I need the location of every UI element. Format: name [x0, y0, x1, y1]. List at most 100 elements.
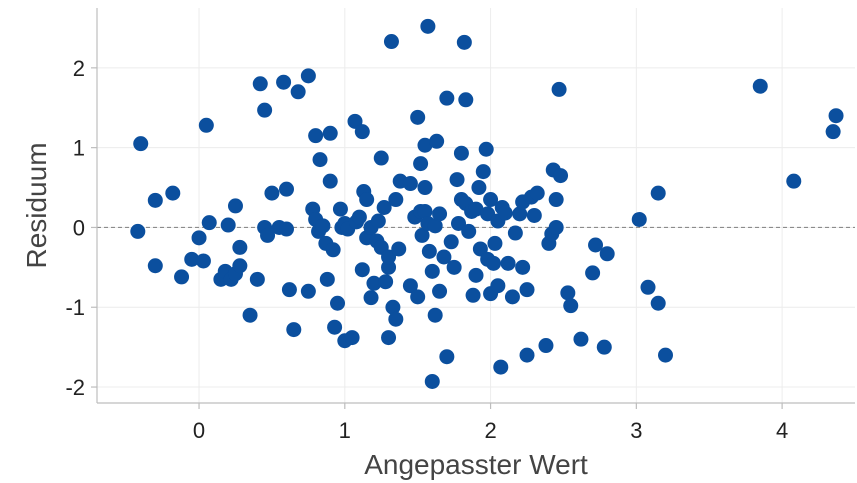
data-point [449, 172, 465, 188]
y-axis-ticks: -2 -1 0 1 2 [65, 56, 97, 400]
data-point [427, 307, 443, 323]
data-point [538, 338, 554, 354]
data-point [421, 243, 437, 259]
data-point [650, 295, 666, 311]
data-point [493, 359, 509, 375]
data-point [322, 173, 338, 189]
data-point [752, 78, 768, 94]
data-point [475, 164, 491, 180]
data-point [220, 217, 236, 233]
data-point [381, 330, 397, 346]
data-point [432, 283, 448, 299]
data-point [420, 18, 436, 34]
data-point [825, 124, 841, 140]
data-point [588, 237, 604, 253]
data-point [596, 339, 612, 355]
data-point [490, 278, 506, 294]
data-point [443, 234, 459, 250]
data-point [385, 299, 401, 315]
data-point [290, 84, 306, 100]
data-point [573, 331, 589, 347]
y-tick-label: 1 [73, 136, 85, 161]
y-axis-title: Residuum [21, 142, 52, 268]
data-point [279, 221, 294, 237]
data-point [383, 34, 399, 50]
data-point [260, 227, 276, 243]
data-point [461, 223, 477, 239]
data-point [560, 285, 576, 301]
data-point [410, 109, 426, 125]
x-axis-title: Angepasster Wert [364, 449, 588, 480]
data-point [198, 117, 214, 133]
data-point [526, 207, 542, 223]
data-point [376, 199, 392, 215]
data-point [640, 279, 656, 295]
data-point [257, 102, 273, 118]
data-point [232, 239, 248, 255]
data-point [504, 289, 520, 305]
data-point [227, 198, 243, 214]
data-point [828, 108, 844, 124]
data-point [439, 349, 455, 365]
data-point [165, 185, 181, 201]
data-point [252, 76, 268, 92]
x-tick-label: 2 [484, 418, 496, 443]
data-point [650, 185, 666, 201]
data-point [402, 278, 418, 294]
data-point [130, 223, 146, 239]
x-tick-label: 1 [339, 418, 351, 443]
data-point [585, 265, 601, 281]
data-point [388, 311, 404, 327]
data-point [519, 347, 535, 363]
data-point [427, 218, 443, 234]
data-point [184, 251, 200, 267]
data-point [276, 74, 292, 90]
data-point [507, 225, 523, 241]
data-point [327, 319, 343, 335]
data-point [388, 192, 404, 208]
grid-lines [97, 8, 855, 403]
data-point [548, 192, 564, 208]
data-point [515, 259, 531, 275]
data-point [191, 230, 207, 246]
data-point [417, 203, 433, 219]
data-point [201, 215, 217, 231]
data-point [330, 295, 346, 311]
data-point [373, 150, 389, 166]
data-point [417, 137, 433, 153]
data-point [332, 201, 348, 217]
data-point [147, 192, 163, 208]
data-point [414, 227, 430, 243]
data-point [497, 205, 513, 221]
data-point [563, 298, 579, 314]
data-point [413, 156, 429, 172]
data-point [483, 192, 499, 208]
data-point [519, 282, 535, 298]
y-tick-label: -2 [65, 375, 85, 400]
data-point [344, 330, 360, 346]
data-point [429, 133, 445, 149]
data-point [174, 269, 190, 285]
data-point [381, 259, 397, 275]
data-point [363, 290, 379, 306]
data-point [315, 218, 331, 234]
data-point [465, 287, 481, 303]
data-point [500, 255, 516, 271]
data-point [424, 263, 440, 279]
y-tick-label: 2 [73, 56, 85, 81]
data-point [249, 271, 265, 287]
data-point [354, 124, 370, 140]
x-tick-label: 0 [193, 418, 205, 443]
data-point [446, 259, 462, 275]
data-points [130, 18, 844, 389]
data-point [351, 209, 367, 225]
data-point [378, 274, 394, 290]
data-point [312, 152, 328, 168]
data-point [281, 282, 297, 298]
data-point [478, 141, 494, 157]
data-point [232, 258, 248, 274]
data-point [548, 219, 564, 235]
data-point [322, 125, 338, 141]
data-point [472, 241, 488, 257]
